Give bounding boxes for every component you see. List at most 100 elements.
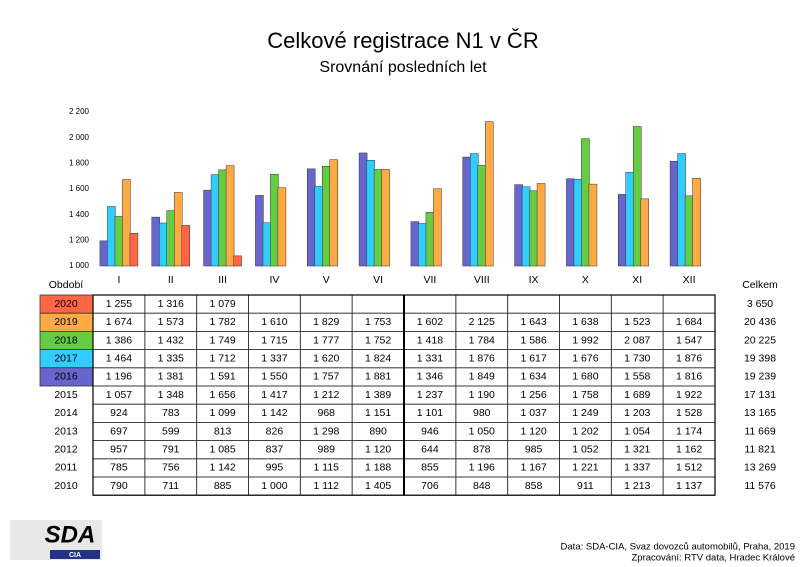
- bar: [381, 169, 390, 267]
- cell-value: 1 115: [314, 462, 340, 474]
- row-label: 2019: [54, 316, 78, 328]
- logo-bar: [50, 550, 100, 559]
- row-label: 2012: [54, 443, 78, 455]
- cell-value: 1 151: [365, 407, 391, 419]
- cell-value: 1 417: [261, 389, 287, 401]
- cell-value: 1 730: [624, 352, 650, 364]
- bar: [314, 186, 323, 267]
- cell-value: 1 643: [520, 316, 546, 328]
- bar: [366, 160, 375, 267]
- x-tick-label: XI: [632, 274, 642, 286]
- cell-value: 783: [162, 407, 180, 419]
- bar: [151, 216, 160, 267]
- bar: [684, 195, 694, 267]
- cell-value: 1 037: [520, 407, 546, 419]
- cell-value: 1 212: [313, 389, 339, 401]
- cell-value: 837: [266, 443, 284, 455]
- row-label: 2017: [54, 352, 78, 364]
- cell-value: 1 381: [158, 371, 184, 383]
- bar: [625, 172, 634, 267]
- bar: [425, 212, 435, 267]
- cell-value: 1 758: [572, 389, 598, 401]
- cell-value: 644: [421, 443, 439, 455]
- bar: [114, 216, 124, 267]
- row-total: 11 669: [744, 425, 775, 437]
- bar: [210, 174, 220, 267]
- bar: [433, 188, 442, 267]
- cell-value: 599: [162, 425, 180, 437]
- bar: [358, 152, 368, 267]
- cell-value: 858: [525, 480, 543, 492]
- cell-value: 1 196: [106, 371, 132, 383]
- x-tick-label: VII: [423, 274, 436, 286]
- cell-value: 1 337: [261, 352, 287, 364]
- cell-value: 1 591: [209, 371, 235, 383]
- cell-value: 1 753: [365, 316, 391, 328]
- cell-value: 1 142: [209, 462, 235, 474]
- row-label: 2011: [55, 462, 78, 474]
- cell-border: [403, 294, 457, 314]
- cell-value: 1 876: [469, 352, 495, 364]
- y-tick-label: 1 600: [69, 184, 90, 193]
- cell-border: [507, 294, 560, 314]
- cell-value: 1 586: [520, 334, 546, 346]
- cell-value: 885: [214, 480, 232, 492]
- cell-value: 1 255: [106, 298, 132, 310]
- cell-value: 1 099: [209, 407, 235, 419]
- bar: [203, 189, 212, 267]
- cell-value: 980: [473, 407, 491, 419]
- cell-border: [351, 294, 405, 314]
- cell-value: 1 057: [106, 389, 132, 401]
- cell-value: 1 816: [676, 371, 702, 383]
- cell-value: 1 602: [417, 316, 443, 328]
- cell-value: 706: [421, 480, 439, 492]
- cell-value: 1 573: [158, 316, 184, 328]
- cell-value: 791: [162, 443, 180, 455]
- cell-value: 995: [266, 462, 284, 474]
- total-header: Celkem: [742, 279, 778, 291]
- row-label: 2015: [54, 389, 78, 401]
- row-label: 2014: [54, 407, 78, 419]
- cell-border: [610, 294, 664, 314]
- bar: [477, 165, 486, 267]
- cell-value: 924: [110, 407, 128, 419]
- cell-value: 855: [421, 462, 439, 474]
- cell-value: 2 125: [469, 316, 495, 328]
- cell-value: 968: [317, 407, 335, 419]
- row-label: 2016: [54, 371, 78, 383]
- cell-value: 826: [266, 425, 284, 437]
- cell-value: 711: [162, 480, 179, 492]
- bar: [514, 184, 523, 267]
- bar: [410, 221, 420, 267]
- cell-value: 1 656: [209, 389, 235, 401]
- row-total: 20 225: [744, 334, 776, 346]
- cell-value: 1 174: [676, 425, 702, 437]
- bar: [618, 194, 627, 267]
- bar: [322, 166, 331, 267]
- cell-value: 790: [110, 480, 128, 492]
- cell-value: 1 715: [261, 334, 287, 346]
- cell-value: 1 348: [158, 389, 184, 401]
- bar: [633, 126, 642, 267]
- cell-value: 1 389: [365, 389, 391, 401]
- cell-value: 1 617: [520, 352, 546, 364]
- cell-value: 1 558: [624, 371, 650, 383]
- x-tick-label: VI: [373, 274, 383, 286]
- bar: [581, 138, 590, 267]
- row-total: 11 821: [744, 443, 775, 455]
- cell-value: 890: [369, 425, 387, 437]
- cell-value: 1 249: [572, 407, 598, 419]
- row-total: 17 131: [744, 389, 776, 401]
- cell-value: 1 316: [158, 298, 184, 310]
- bar: [485, 121, 494, 267]
- cell-value: 756: [162, 462, 180, 474]
- cell-value: 1 213: [624, 480, 650, 492]
- cell-value: 1 849: [469, 371, 495, 383]
- cell-value: 946: [421, 425, 439, 437]
- cell-value: 1 050: [469, 425, 495, 437]
- x-tick-label: IX: [529, 274, 539, 286]
- cell-value: 1 346: [417, 371, 443, 383]
- row-total: 13 269: [744, 462, 776, 474]
- cell-value: 1 335: [158, 352, 184, 364]
- cell-value: 1 784: [469, 334, 495, 346]
